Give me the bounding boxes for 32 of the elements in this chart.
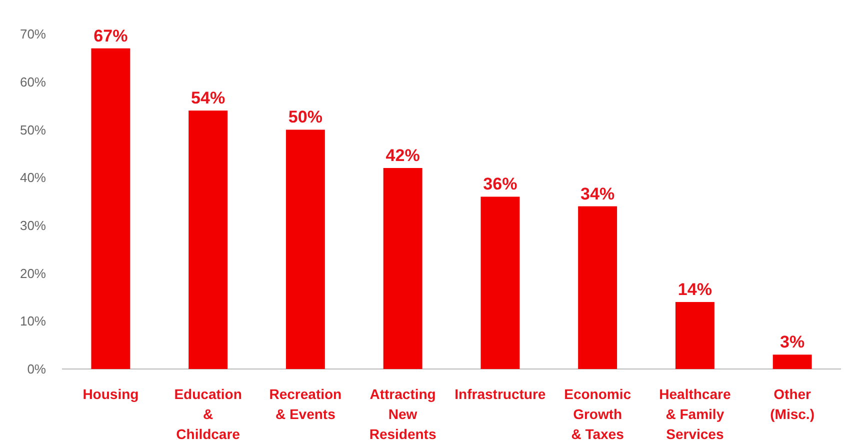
bar	[675, 302, 714, 369]
bar	[480, 196, 520, 369]
data-label: 36%	[483, 174, 518, 194]
x-tick-label: Attracting New Residents	[369, 386, 436, 442]
x-tick-label: Education & Childcare	[174, 386, 242, 442]
x-tick-label: Economic Growth & Taxes	[564, 386, 632, 442]
data-label: 34%	[580, 184, 615, 204]
y-tick-label: 60%	[20, 74, 46, 90]
x-tick-label: Healthcare & Family Services	[659, 386, 731, 442]
bar	[91, 48, 130, 369]
y-tick-label: 50%	[20, 122, 46, 138]
data-label: 42%	[386, 146, 420, 165]
y-tick-label: 10%	[20, 314, 46, 329]
x-tick-label: Recreation & Events	[269, 386, 342, 422]
y-tick-label: 30%	[20, 218, 46, 233]
x-tick-label: Other (Misc.)	[770, 386, 814, 422]
data-label: 3%	[780, 332, 805, 352]
bar	[383, 168, 422, 369]
x-tick-label: Infrastructure	[454, 386, 546, 402]
data-label: 14%	[678, 280, 712, 299]
data-label: 50%	[288, 108, 322, 127]
y-tick-label: 70%	[20, 26, 46, 42]
bar	[578, 206, 618, 369]
data-label: 67%	[94, 26, 128, 46]
bar	[286, 130, 325, 369]
y-tick-label: 40%	[20, 170, 46, 186]
data-label: 54%	[191, 88, 226, 108]
bar	[188, 110, 228, 369]
bar	[772, 354, 812, 369]
y-tick-label: 0%	[27, 362, 46, 377]
x-tick-label: Housing	[82, 386, 139, 402]
y-tick-label: 20%	[20, 266, 46, 281]
